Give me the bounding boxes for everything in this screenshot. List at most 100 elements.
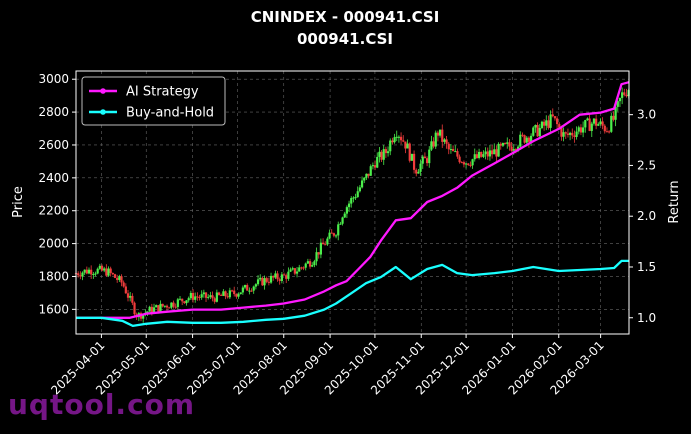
candle-body bbox=[451, 148, 455, 152]
candle-body bbox=[178, 298, 182, 300]
candle-body bbox=[430, 141, 433, 150]
candle-body bbox=[77, 273, 80, 276]
candle-body bbox=[280, 274, 283, 281]
candle-body bbox=[480, 151, 483, 157]
candle-body bbox=[588, 118, 591, 131]
candle-body bbox=[501, 143, 505, 146]
candle-body bbox=[220, 294, 223, 296]
candle-body bbox=[625, 94, 628, 97]
candle-body bbox=[517, 146, 520, 150]
candle-body bbox=[129, 295, 132, 298]
candle-body bbox=[113, 274, 117, 278]
candle-body bbox=[449, 148, 453, 150]
candle-body bbox=[217, 292, 221, 295]
candle-body bbox=[254, 284, 257, 287]
candle-body bbox=[382, 149, 385, 160]
candle-body bbox=[493, 149, 496, 155]
candle-body bbox=[308, 261, 312, 267]
candle-body bbox=[443, 139, 446, 142]
candle-body bbox=[200, 294, 203, 298]
candle-body bbox=[612, 115, 615, 120]
candle-body bbox=[393, 137, 396, 143]
candle-body bbox=[172, 302, 175, 307]
candle-body bbox=[445, 139, 448, 144]
candle-body bbox=[519, 134, 522, 147]
candle-body bbox=[475, 154, 479, 158]
candle-body bbox=[428, 149, 431, 164]
candle-body bbox=[235, 294, 238, 297]
candle-body bbox=[170, 302, 173, 308]
candle-body bbox=[510, 146, 513, 151]
candle-body bbox=[614, 106, 617, 120]
candle-body bbox=[378, 151, 381, 157]
candle-body bbox=[146, 311, 149, 313]
candle-body bbox=[191, 292, 195, 300]
candle-body bbox=[512, 149, 515, 151]
candle-body bbox=[553, 116, 557, 119]
candle-body bbox=[269, 275, 273, 283]
candle-body bbox=[165, 305, 169, 308]
candle-body bbox=[187, 298, 190, 301]
y-right-tick-label: 2.5 bbox=[637, 158, 656, 172]
candle-body bbox=[605, 131, 609, 133]
candle-body bbox=[83, 269, 86, 273]
watermark: uqtool.com bbox=[8, 388, 196, 421]
candle-body bbox=[96, 268, 99, 274]
candle-body bbox=[621, 92, 624, 98]
legend: AI Strategy Buy-and-Hold bbox=[81, 76, 226, 126]
candle-body bbox=[152, 307, 156, 313]
candle-body bbox=[610, 115, 613, 132]
candle-body bbox=[547, 120, 550, 128]
candle-body bbox=[334, 235, 338, 237]
candle-body bbox=[579, 127, 583, 133]
candle-body bbox=[92, 273, 95, 275]
candle-body bbox=[237, 294, 240, 297]
y-axis-right: 1.0 1.5 2.0 2.5 3.0 bbox=[629, 108, 656, 325]
candle-body bbox=[90, 269, 93, 275]
candle-body bbox=[404, 141, 407, 149]
candle-body bbox=[304, 263, 307, 268]
chart-title: CNINDEX - 000941.CSI bbox=[251, 8, 440, 26]
candle-body bbox=[317, 252, 320, 255]
candle-body bbox=[85, 269, 88, 274]
series-line-ai-strategy bbox=[76, 81, 630, 319]
legend-label: AI Strategy bbox=[126, 85, 199, 100]
candle-body bbox=[577, 127, 580, 132]
candle-body bbox=[155, 305, 158, 308]
y-tick-label: 1600 bbox=[38, 302, 69, 316]
candle-body bbox=[224, 291, 227, 297]
candle-body bbox=[490, 150, 494, 155]
candle-body bbox=[111, 273, 114, 275]
candle-body bbox=[330, 232, 333, 234]
candle-body bbox=[246, 285, 249, 291]
candle-body bbox=[560, 127, 563, 137]
y-right-tick-label: 1.0 bbox=[637, 311, 656, 325]
candle-body bbox=[469, 164, 472, 166]
candle-body bbox=[436, 132, 440, 136]
candle-body bbox=[107, 268, 110, 276]
plot-frame bbox=[75, 70, 630, 335]
candle-body bbox=[590, 123, 593, 131]
candle-body bbox=[462, 162, 466, 165]
candle-body bbox=[608, 131, 611, 133]
candle-body bbox=[603, 125, 606, 132]
candle-body bbox=[109, 268, 112, 274]
candle-body bbox=[222, 291, 225, 296]
candle-body bbox=[352, 197, 355, 199]
candle-body bbox=[397, 136, 401, 138]
candle-body bbox=[250, 290, 253, 292]
candle-body bbox=[122, 282, 125, 287]
candle-body bbox=[272, 275, 275, 278]
candle-body bbox=[367, 173, 370, 176]
candle-body bbox=[499, 143, 502, 146]
candle-body bbox=[386, 151, 390, 154]
candle-body bbox=[328, 232, 331, 239]
candle-body bbox=[326, 238, 329, 245]
candle-body bbox=[369, 166, 372, 176]
candle-body bbox=[295, 271, 299, 274]
candle-body bbox=[569, 132, 572, 135]
candle-body bbox=[300, 267, 303, 269]
candle-body bbox=[319, 242, 322, 255]
candle-body bbox=[259, 277, 262, 280]
